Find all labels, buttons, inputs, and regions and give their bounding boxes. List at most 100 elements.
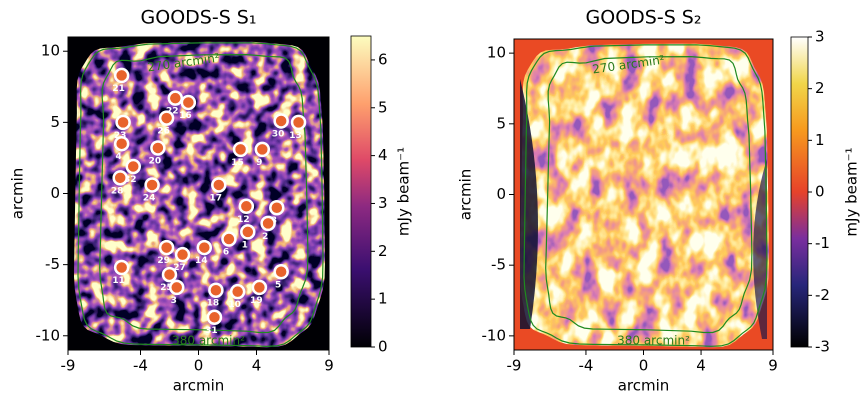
source — [290, 114, 307, 131]
source-label: 5 — [275, 280, 281, 290]
x-tick-label: 4 — [696, 357, 706, 375]
source — [232, 141, 249, 158]
colorbar-tick-label: 3 — [378, 194, 388, 212]
source-label: 19 — [250, 296, 263, 306]
colorbar-label: mJy beam⁻¹ — [843, 147, 861, 236]
source-label: 21 — [112, 84, 125, 94]
map-noise — [74, 41, 325, 348]
colorbar-tick-label: 2 — [815, 79, 825, 97]
source-label: 30 — [272, 129, 285, 139]
source — [206, 309, 223, 326]
y-tick-label: 0 — [496, 185, 506, 203]
x-axis-label: arcmin — [173, 377, 225, 395]
source-label: 1 — [242, 240, 248, 250]
source — [150, 140, 166, 156]
contour — [77, 42, 324, 348]
source-label: 17 — [210, 193, 223, 203]
colorbar-tick-label: -2 — [815, 286, 830, 304]
colorbar-tick-label: 0 — [378, 338, 388, 356]
x-tick-label: -4 — [578, 357, 593, 375]
source-label: 6 — [223, 248, 229, 258]
x-axis-label: arcmin — [618, 377, 670, 395]
colorbar-label: mJy beam⁻¹ — [395, 147, 413, 236]
source-label: 25 — [160, 283, 173, 293]
source-label: 32 — [124, 175, 137, 185]
chart-title: GOODS-S S₁ — [141, 7, 257, 29]
source-label: 24 — [143, 193, 156, 203]
source-label: 29 — [157, 256, 170, 266]
colorbar-tick-label: 5 — [378, 98, 388, 116]
source-label: 12 — [237, 215, 250, 225]
y-tick-label: 5 — [50, 113, 60, 131]
source — [167, 90, 184, 106]
contour — [545, 55, 753, 334]
source — [196, 239, 213, 256]
source — [174, 246, 191, 263]
source — [113, 259, 130, 276]
colorbar-tick-label: 1 — [815, 131, 825, 149]
y-tick-label: 10 — [41, 42, 60, 60]
x-tick-label: -9 — [507, 357, 522, 375]
source-label: 15 — [231, 158, 244, 168]
source — [211, 177, 227, 193]
source — [113, 67, 130, 84]
source-label: 9 — [256, 158, 262, 168]
source-label: 20 — [149, 156, 162, 166]
y-tick-label: 5 — [496, 114, 506, 132]
source-label: 31 — [205, 326, 218, 336]
x-tick-label: 0 — [639, 357, 649, 375]
source-label: 11 — [112, 276, 125, 286]
source-label: 26 — [157, 127, 170, 137]
x-tick-label: 0 — [194, 357, 204, 375]
contour — [99, 53, 309, 334]
source — [115, 114, 131, 131]
source-label: 10 — [228, 300, 241, 310]
y-tick-label: -5 — [45, 255, 60, 273]
colorbar-tick-label: 1 — [378, 290, 388, 308]
source — [238, 198, 255, 215]
source-label: 4 — [116, 152, 122, 162]
source — [269, 199, 285, 216]
source — [169, 279, 185, 296]
source — [229, 283, 246, 300]
x-tick-label: 9 — [768, 357, 778, 375]
colorbar-tick-label: 3 — [815, 28, 825, 46]
contour-label: 380 arcmin² — [617, 334, 690, 348]
y-axis-label: arcmin — [457, 169, 475, 221]
source-label: 16 — [179, 111, 192, 121]
x-tick-label: 9 — [324, 357, 334, 375]
y-tick-label: -10 — [482, 326, 507, 344]
source — [158, 110, 175, 126]
source — [208, 282, 224, 298]
contour-label: 380 arcmin² — [172, 334, 245, 348]
chart-title: GOODS-S S₂ — [586, 7, 702, 29]
source-label: 23 — [114, 131, 127, 141]
source — [161, 266, 178, 283]
source-label: 28 — [111, 186, 124, 196]
source-label: 2 — [262, 232, 268, 242]
source — [260, 215, 276, 232]
source-label: 27 — [173, 263, 186, 273]
source — [254, 141, 271, 158]
source — [240, 224, 256, 240]
x-tick-label: -4 — [133, 357, 148, 375]
y-tick-label: 10 — [487, 44, 506, 62]
colorbar-tick-label: 4 — [378, 146, 388, 164]
source-label: 22 — [166, 107, 179, 117]
source — [144, 177, 160, 193]
source-label: 14 — [195, 256, 208, 266]
source — [251, 279, 268, 296]
colorbar-tick-label: 0 — [815, 183, 825, 201]
colorbar — [790, 36, 809, 348]
x-tick-label: -9 — [61, 357, 76, 375]
source-label: 3 — [171, 296, 177, 306]
colorbar-tick-label: -3 — [815, 338, 830, 356]
source — [180, 94, 197, 111]
source — [273, 113, 289, 129]
source — [112, 170, 128, 186]
contour — [523, 44, 768, 347]
y-tick-label: 0 — [50, 184, 60, 202]
source — [221, 231, 237, 247]
